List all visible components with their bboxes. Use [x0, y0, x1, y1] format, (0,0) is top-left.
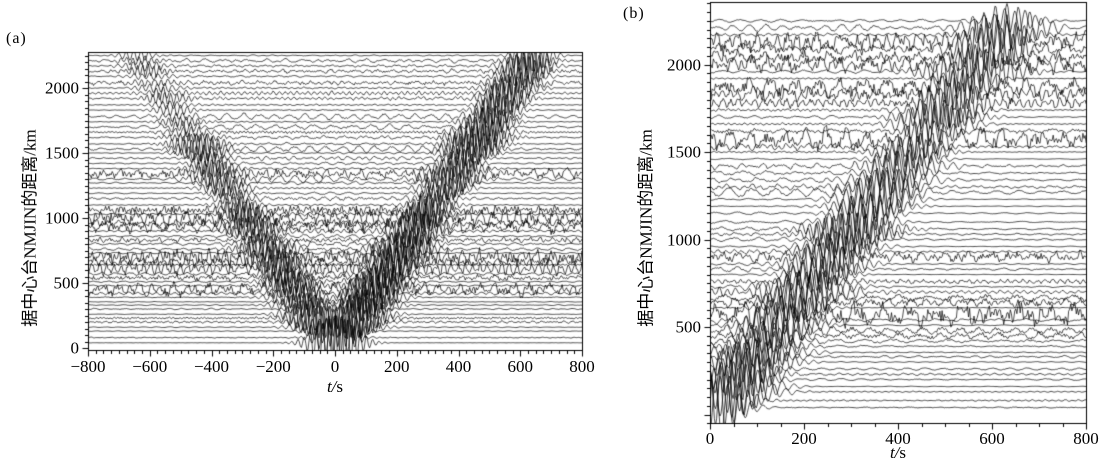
panel-b-label: (b) — [623, 5, 645, 22]
panel-a-x-tick-label: 200 — [384, 357, 410, 376]
panel-b-y-tick-label: 1000 — [667, 230, 701, 249]
panel-a-y-tick-label: 0 — [70, 338, 80, 358]
panel-a-x-tick-label: −600 — [132, 357, 168, 376]
panel-a-x-tick-label: 800 — [569, 357, 595, 376]
panel-b-x-axis-label: t/s — [889, 443, 907, 462]
panel-b-x-tick-label: 400 — [885, 429, 911, 448]
panel-a-x-tick-label: 400 — [445, 357, 472, 376]
panel-b-y-tick-label: 1500 — [667, 142, 701, 162]
panel-a-y-tick-label: 500 — [53, 273, 80, 293]
panel-a-x-tick-label: 600 — [507, 357, 534, 376]
panel-b-y-axis-label: 据中心台NMJIN的距离/km — [636, 129, 656, 327]
panel-a-y-tick-label: 2000 — [45, 78, 79, 98]
panel-b-x-tick-label: 0 — [705, 429, 715, 448]
panel-b-x-tick-label: 600 — [979, 429, 1005, 448]
panel-a-x-tick-label: 0 — [330, 357, 340, 376]
panel-a-label: (a) — [6, 30, 27, 47]
panel-a-x-tick-label: −200 — [255, 357, 291, 376]
panel-a-y-axis-label: 据中心台NMJIN的距离/km — [20, 129, 40, 327]
panel-b-x-tick-label: 200 — [791, 429, 817, 448]
panel-b-y-tick-label: 2000 — [667, 55, 701, 74]
panel-a-x-tick-label: −800 — [70, 357, 106, 376]
panel-a-y-tick-label: 1500 — [45, 143, 79, 163]
panel-b-y-tick-label: 500 — [675, 317, 702, 337]
panel-a-x-axis-label: t/s — [326, 377, 344, 396]
panel-a-x-tick-label: −400 — [193, 357, 230, 376]
panel-a-y-tick-label: 1000 — [45, 208, 79, 228]
panel-b-x-tick-label: 800 — [1073, 429, 1099, 448]
